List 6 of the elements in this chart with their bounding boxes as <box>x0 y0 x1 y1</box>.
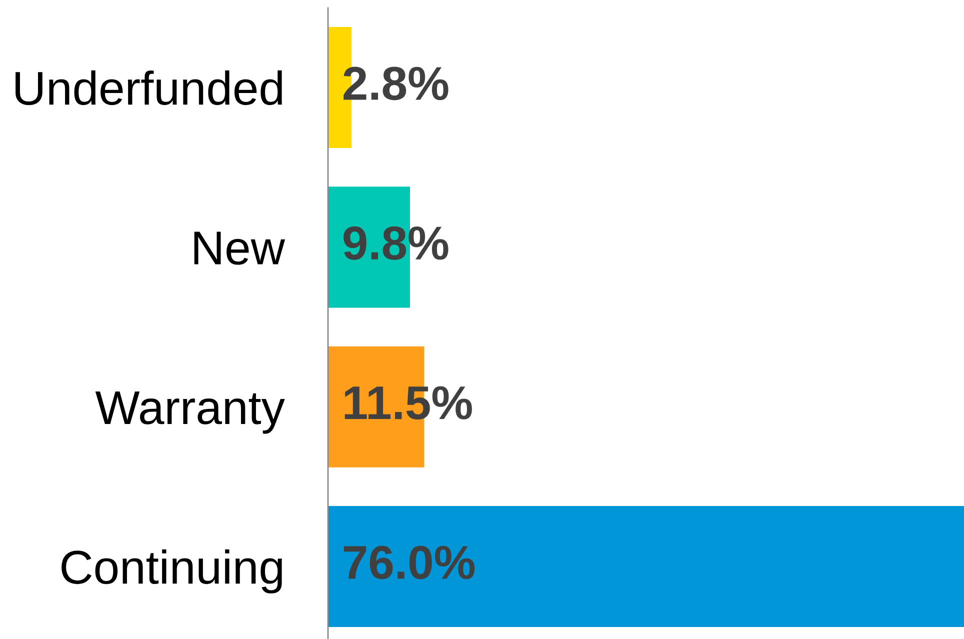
y-tick-label: Continuing <box>62 549 282 594</box>
y-tick-label: Warranty <box>95 391 285 434</box>
y-tick-label: Underfunded <box>16 70 282 106</box>
data-label: 76.0% <box>344 546 475 580</box>
y-tick-label: New <box>194 232 286 265</box>
bar <box>328 506 964 628</box>
